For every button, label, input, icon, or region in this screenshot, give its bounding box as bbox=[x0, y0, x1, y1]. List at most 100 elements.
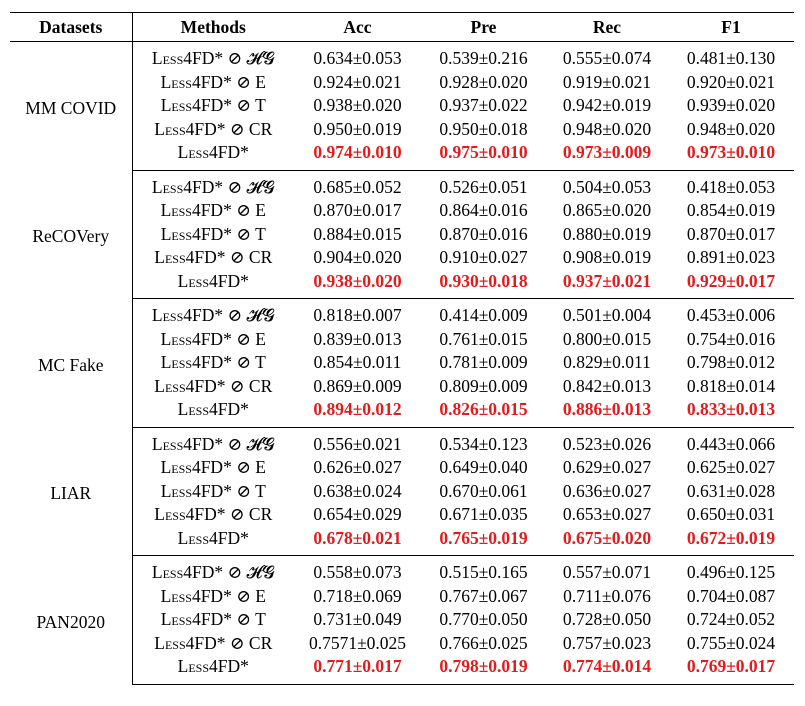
pre-value: 0.781±0.009 bbox=[439, 352, 528, 373]
f1-value: 0.870±0.017 bbox=[686, 223, 776, 244]
dataset-label: MM COVID bbox=[10, 41, 133, 170]
method-name: Less4FD* ⊘ T bbox=[160, 223, 266, 244]
table-row: Less4FD* 0.894±0.012 0.826±0.015 0.886±0.01… bbox=[10, 398, 794, 428]
header-datasets: Datasets bbox=[10, 12, 133, 42]
acc-value: 0.870±0.017 bbox=[313, 200, 402, 221]
table-body: MM COVID Less4FD* ⊘ 𝓗𝓖 0.634±0.053 0.539±0.… bbox=[10, 41, 794, 685]
method-name: Less4FD* ⊘ E bbox=[160, 585, 266, 606]
table-row: Less4FD* 0.938±0.020 0.930±0.018 0.937±0.02… bbox=[10, 269, 794, 299]
acc-value: 0.839±0.013 bbox=[313, 328, 402, 349]
table-row: Less4FD* ⊘ T 0.854±0.011 0.781±0.009 0.829±… bbox=[10, 351, 794, 375]
table-row: MM COVID Less4FD* ⊘ 𝓗𝓖 0.634±0.053 0.539±0.… bbox=[10, 41, 794, 170]
header-pre: Pre bbox=[421, 12, 546, 42]
dataset-label: ReCOVery bbox=[10, 170, 133, 299]
best-acc-value: 0.678±0.021 bbox=[294, 526, 421, 556]
method-name: Less4FD* ⊘ E bbox=[160, 71, 266, 92]
best-rec-value: 0.675±0.020 bbox=[546, 526, 668, 556]
best-f1-value: 0.672±0.019 bbox=[668, 526, 794, 556]
method-name: Less4FD* ⊘ CR bbox=[154, 504, 273, 525]
acc-value: 0.818±0.007 bbox=[313, 305, 402, 326]
header-acc: Acc bbox=[294, 12, 421, 42]
table-row: Less4FD* 0.678±0.021 0.765±0.019 0.675±0.02… bbox=[10, 526, 794, 556]
table-header-row: Datasets Methods Acc Pre Rec F1 bbox=[10, 12, 794, 42]
pre-value: 0.767±0.067 bbox=[439, 585, 528, 606]
method-name: Less4FD* ⊘ E bbox=[160, 200, 266, 221]
pre-value: 0.414±0.009 bbox=[439, 305, 528, 326]
best-acc-value: 0.938±0.020 bbox=[294, 269, 421, 299]
pre-value: 0.864±0.016 bbox=[439, 200, 528, 221]
rec-value: 0.942±0.019 bbox=[562, 95, 652, 116]
acc-value: 0.904±0.020 bbox=[313, 247, 402, 268]
pre-value: 0.937±0.022 bbox=[439, 95, 528, 116]
method-name: Less4FD* ⊘ E bbox=[160, 328, 266, 349]
f1-value: 0.948±0.020 bbox=[686, 118, 776, 139]
rec-value: 0.557±0.071 bbox=[562, 562, 652, 583]
pre-value: 0.910±0.027 bbox=[439, 247, 528, 268]
method-name: Less4FD* ⊘ T bbox=[160, 480, 266, 501]
rec-value: 0.555±0.074 bbox=[562, 48, 652, 69]
best-rec-value: 0.973±0.009 bbox=[546, 141, 668, 171]
best-f1-value: 0.833±0.013 bbox=[668, 398, 794, 428]
method-name: Less4FD* ⊘ 𝓗𝓖 bbox=[151, 562, 275, 583]
pre-value: 0.671±0.035 bbox=[439, 504, 528, 525]
rec-value: 0.908±0.019 bbox=[562, 247, 652, 268]
best-acc-value: 0.974±0.010 bbox=[294, 141, 421, 171]
best-pre-value: 0.975±0.010 bbox=[421, 141, 546, 171]
acc-value: 0.634±0.053 bbox=[313, 48, 402, 69]
acc-value: 0.884±0.015 bbox=[313, 223, 402, 244]
best-rec-value: 0.774±0.014 bbox=[546, 655, 668, 685]
ablation-results-table: Datasets Methods Acc Pre Rec F1 MM COVID… bbox=[10, 12, 794, 685]
rec-value: 0.800±0.015 bbox=[562, 328, 652, 349]
method-name: Less4FD* bbox=[132, 398, 294, 428]
table-row: Less4FD* ⊘ CR 0.869±0.009 0.809±0.009 0.842… bbox=[10, 375, 794, 399]
acc-value: 0.950±0.019 bbox=[313, 118, 402, 139]
method-name: Less4FD* ⊘ 𝓗𝓖 bbox=[151, 48, 275, 69]
best-pre-value: 0.765±0.019 bbox=[421, 526, 546, 556]
method-name: Less4FD* ⊘ 𝓗𝓖 bbox=[151, 176, 275, 197]
rec-value: 0.948±0.020 bbox=[562, 118, 652, 139]
acc-value: 0.718±0.069 bbox=[313, 585, 402, 606]
f1-value: 0.418±0.053 bbox=[686, 176, 776, 197]
f1-value: 0.453±0.006 bbox=[686, 305, 776, 326]
acc-value: 0.638±0.024 bbox=[313, 480, 402, 501]
table-row: Less4FD* ⊘ CR 0.950±0.019 0.950±0.018 0.948… bbox=[10, 118, 794, 142]
rec-value: 0.523±0.026 bbox=[562, 433, 652, 454]
best-acc-value: 0.771±0.017 bbox=[294, 655, 421, 685]
rec-value: 0.829±0.011 bbox=[563, 352, 651, 373]
pre-value: 0.649±0.040 bbox=[439, 457, 528, 478]
method-name: Less4FD* ⊘ T bbox=[160, 95, 266, 116]
acc-value: 0.626±0.027 bbox=[313, 457, 402, 478]
best-pre-value: 0.930±0.018 bbox=[421, 269, 546, 299]
f1-value: 0.724±0.052 bbox=[686, 609, 776, 630]
table-row: Less4FD* ⊘ CR 0.654±0.029 0.671±0.035 0.653… bbox=[10, 503, 794, 527]
pre-value: 0.515±0.165 bbox=[439, 562, 528, 583]
f1-value: 0.496±0.125 bbox=[686, 562, 776, 583]
f1-value: 0.481±0.130 bbox=[686, 48, 776, 69]
f1-value: 0.631±0.028 bbox=[686, 480, 776, 501]
pre-value: 0.526±0.051 bbox=[439, 176, 528, 197]
acc-value: 0.556±0.021 bbox=[313, 433, 402, 454]
method-name: Less4FD* bbox=[132, 655, 294, 685]
rec-value: 0.842±0.013 bbox=[562, 375, 652, 396]
acc-value: 0.924±0.021 bbox=[313, 71, 402, 92]
method-name: Less4FD* ⊘ T bbox=[160, 352, 266, 373]
method-name: Less4FD* ⊘ E bbox=[160, 457, 266, 478]
table-row: MC Fake Less4FD* ⊘ 𝓗𝓖 0.818±0.007 0.414±0.0… bbox=[10, 298, 794, 427]
best-pre-value: 0.826±0.015 bbox=[421, 398, 546, 428]
acc-value: 0.869±0.009 bbox=[313, 375, 402, 396]
f1-value: 0.755±0.024 bbox=[686, 632, 776, 653]
header-rec: Rec bbox=[546, 12, 668, 42]
rec-value: 0.653±0.027 bbox=[562, 504, 652, 525]
best-f1-value: 0.973±0.010 bbox=[668, 141, 794, 171]
best-acc-value: 0.894±0.012 bbox=[294, 398, 421, 428]
pre-value: 0.928±0.020 bbox=[439, 71, 528, 92]
f1-value: 0.920±0.021 bbox=[686, 71, 776, 92]
acc-value: 0.7571±0.025 bbox=[308, 632, 407, 653]
table-row: ReCOVery Less4FD* ⊘ 𝓗𝓖 0.685±0.052 0.526±0.… bbox=[10, 170, 794, 299]
pre-value: 0.539±0.216 bbox=[439, 48, 528, 69]
f1-value: 0.854±0.019 bbox=[686, 200, 776, 221]
pre-value: 0.670±0.061 bbox=[439, 480, 528, 501]
table-row: Less4FD* ⊘ E 0.839±0.013 0.761±0.015 0.800±… bbox=[10, 328, 794, 352]
f1-value: 0.798±0.012 bbox=[686, 352, 776, 373]
acc-value: 0.938±0.020 bbox=[313, 95, 402, 116]
